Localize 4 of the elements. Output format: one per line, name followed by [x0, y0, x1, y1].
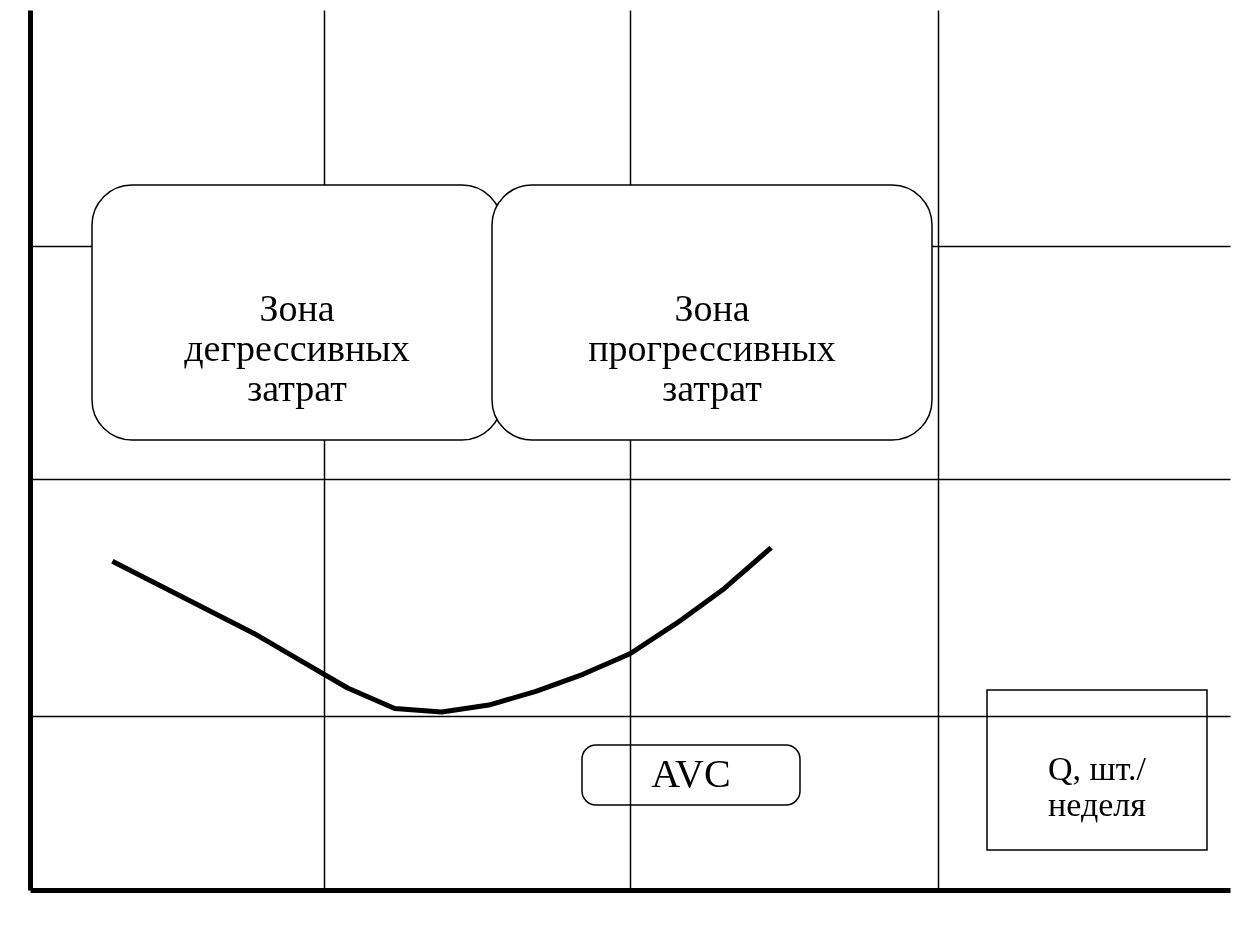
text: Зона дегрессивных затрат — [184, 287, 410, 409]
annotation: Q, шт./ неделя — [1048, 750, 1147, 823]
annotation: AVC — [651, 751, 731, 796]
text: Зона прогрессивных затрат — [588, 287, 836, 409]
